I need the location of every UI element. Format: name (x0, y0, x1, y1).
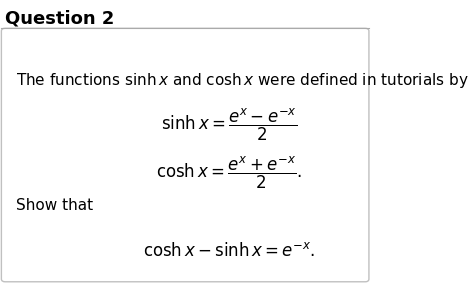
Text: Question 2: Question 2 (5, 10, 114, 28)
Text: Show that: Show that (16, 198, 93, 213)
Text: $\cosh x - \sinh x = e^{-x}.$: $\cosh x - \sinh x = e^{-x}.$ (143, 242, 315, 260)
Text: The functions $\sinh x$ and $\cosh x$ were defined in tutorials by: The functions $\sinh x$ and $\cosh x$ we… (16, 71, 469, 90)
Text: $\cosh x = \dfrac{e^{x} + e^{-x}}{2}.$: $\cosh x = \dfrac{e^{x} + e^{-x}}{2}.$ (156, 155, 302, 191)
FancyBboxPatch shape (1, 28, 369, 282)
Text: $\sinh x = \dfrac{e^{x} - e^{-x}}{2}$: $\sinh x = \dfrac{e^{x} - e^{-x}}{2}$ (161, 106, 297, 143)
